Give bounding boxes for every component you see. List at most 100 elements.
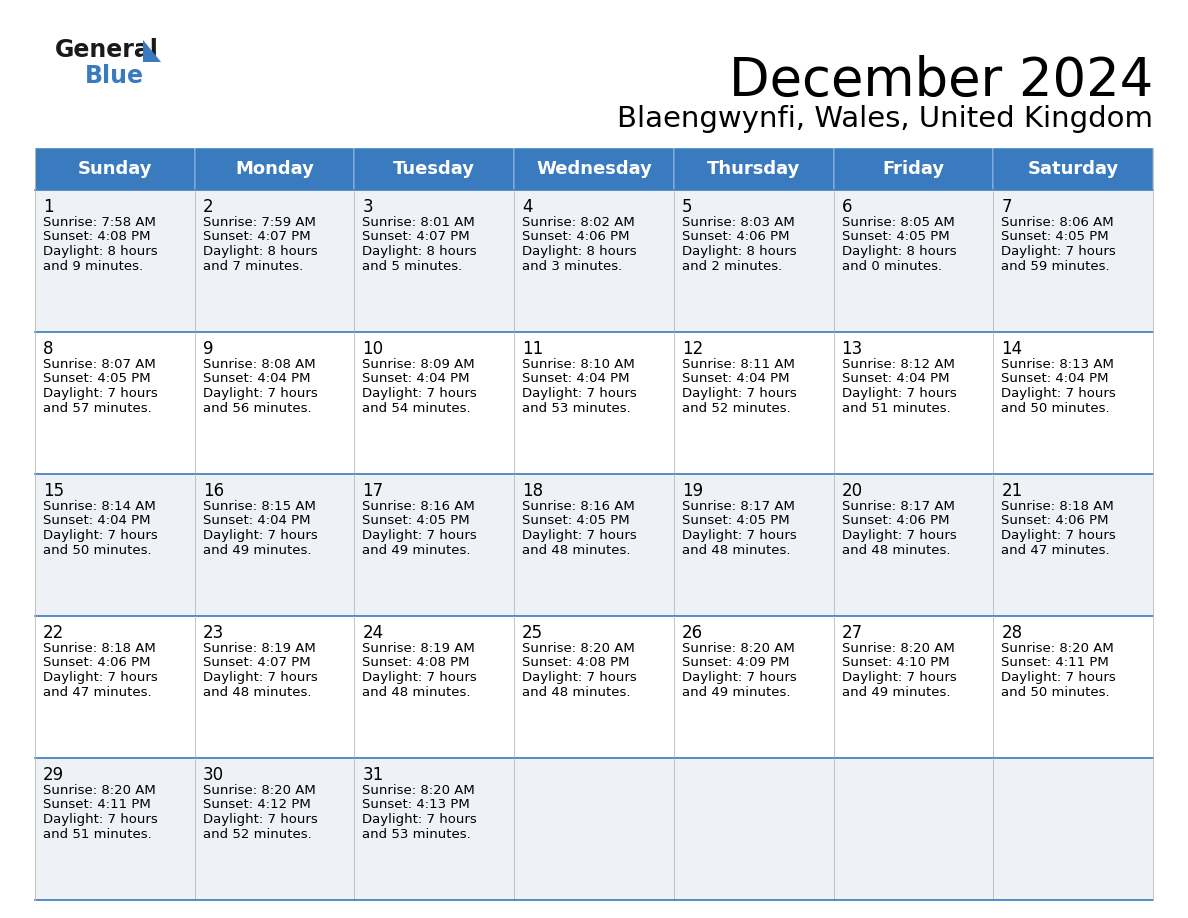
Text: Sunrise: 8:05 AM: Sunrise: 8:05 AM: [841, 216, 954, 229]
Text: 9: 9: [203, 340, 213, 358]
Text: Sunrise: 8:03 AM: Sunrise: 8:03 AM: [682, 216, 795, 229]
Text: Sunrise: 8:16 AM: Sunrise: 8:16 AM: [362, 500, 475, 513]
Text: Daylight: 7 hours: Daylight: 7 hours: [43, 813, 158, 826]
Text: and 47 minutes.: and 47 minutes.: [43, 686, 152, 699]
Polygon shape: [143, 40, 162, 62]
Text: 25: 25: [523, 624, 543, 642]
Text: 8: 8: [43, 340, 53, 358]
Text: Sunset: 4:05 PM: Sunset: 4:05 PM: [682, 514, 790, 528]
Text: and 56 minutes.: and 56 minutes.: [203, 401, 311, 415]
Text: Monday: Monday: [235, 160, 314, 178]
Text: and 48 minutes.: and 48 minutes.: [682, 543, 790, 556]
Text: Sunrise: 8:19 AM: Sunrise: 8:19 AM: [362, 642, 475, 655]
Text: Sunset: 4:13 PM: Sunset: 4:13 PM: [362, 799, 470, 812]
Text: Sunset: 4:07 PM: Sunset: 4:07 PM: [203, 230, 310, 243]
Text: and 59 minutes.: and 59 minutes.: [1001, 260, 1110, 273]
Text: Sunset: 4:05 PM: Sunset: 4:05 PM: [523, 514, 630, 528]
Bar: [34, 616, 1154, 758]
Text: Sunrise: 8:20 AM: Sunrise: 8:20 AM: [362, 784, 475, 797]
Text: and 57 minutes.: and 57 minutes.: [43, 401, 152, 415]
Text: 28: 28: [1001, 624, 1023, 642]
Text: Sunset: 4:04 PM: Sunset: 4:04 PM: [203, 373, 310, 386]
Text: Sunset: 4:06 PM: Sunset: 4:06 PM: [43, 656, 151, 669]
Text: Daylight: 7 hours: Daylight: 7 hours: [1001, 387, 1116, 400]
Text: Blaengwynfi, Wales, United Kingdom: Blaengwynfi, Wales, United Kingdom: [617, 105, 1154, 133]
Text: Sunset: 4:09 PM: Sunset: 4:09 PM: [682, 656, 789, 669]
Text: Sunset: 4:11 PM: Sunset: 4:11 PM: [43, 799, 151, 812]
Text: 13: 13: [841, 340, 862, 358]
Text: and 52 minutes.: and 52 minutes.: [203, 827, 311, 841]
Text: Sunset: 4:05 PM: Sunset: 4:05 PM: [362, 514, 470, 528]
Text: Sunrise: 8:12 AM: Sunrise: 8:12 AM: [841, 358, 954, 371]
Text: Daylight: 8 hours: Daylight: 8 hours: [43, 245, 158, 258]
Text: Sunset: 4:06 PM: Sunset: 4:06 PM: [841, 514, 949, 528]
Text: Sunset: 4:04 PM: Sunset: 4:04 PM: [362, 373, 470, 386]
Text: Sunset: 4:06 PM: Sunset: 4:06 PM: [523, 230, 630, 243]
Text: 18: 18: [523, 482, 543, 500]
Text: and 48 minutes.: and 48 minutes.: [203, 686, 311, 699]
Text: 1: 1: [43, 198, 53, 216]
Text: Sunday: Sunday: [77, 160, 152, 178]
Text: 14: 14: [1001, 340, 1023, 358]
Text: Sunset: 4:04 PM: Sunset: 4:04 PM: [841, 373, 949, 386]
Text: Daylight: 7 hours: Daylight: 7 hours: [362, 671, 478, 684]
Text: Sunset: 4:07 PM: Sunset: 4:07 PM: [203, 656, 310, 669]
Text: and 5 minutes.: and 5 minutes.: [362, 260, 462, 273]
Text: 29: 29: [43, 766, 64, 784]
Text: Daylight: 7 hours: Daylight: 7 hours: [203, 387, 317, 400]
Text: and 49 minutes.: and 49 minutes.: [682, 686, 790, 699]
Text: Sunrise: 8:09 AM: Sunrise: 8:09 AM: [362, 358, 475, 371]
Bar: [34, 474, 1154, 616]
Text: Daylight: 7 hours: Daylight: 7 hours: [362, 387, 478, 400]
Text: Daylight: 7 hours: Daylight: 7 hours: [43, 671, 158, 684]
Text: and 3 minutes.: and 3 minutes.: [523, 260, 623, 273]
Text: Sunset: 4:04 PM: Sunset: 4:04 PM: [203, 514, 310, 528]
Text: and 50 minutes.: and 50 minutes.: [43, 543, 152, 556]
Text: Daylight: 7 hours: Daylight: 7 hours: [362, 813, 478, 826]
Text: Sunset: 4:12 PM: Sunset: 4:12 PM: [203, 799, 310, 812]
Text: Sunset: 4:08 PM: Sunset: 4:08 PM: [362, 656, 470, 669]
Bar: [195, 148, 354, 190]
Text: Daylight: 8 hours: Daylight: 8 hours: [203, 245, 317, 258]
Text: Sunrise: 8:17 AM: Sunrise: 8:17 AM: [682, 500, 795, 513]
Text: Sunrise: 8:17 AM: Sunrise: 8:17 AM: [841, 500, 954, 513]
Text: Sunset: 4:06 PM: Sunset: 4:06 PM: [682, 230, 789, 243]
Text: Daylight: 7 hours: Daylight: 7 hours: [523, 387, 637, 400]
Text: 11: 11: [523, 340, 543, 358]
Text: Sunrise: 8:10 AM: Sunrise: 8:10 AM: [523, 358, 634, 371]
Bar: [674, 148, 834, 190]
Text: 17: 17: [362, 482, 384, 500]
Text: Daylight: 7 hours: Daylight: 7 hours: [523, 529, 637, 542]
Bar: [34, 148, 195, 190]
Text: 22: 22: [43, 624, 64, 642]
Text: Daylight: 7 hours: Daylight: 7 hours: [362, 529, 478, 542]
Text: 27: 27: [841, 624, 862, 642]
Bar: [34, 332, 1154, 474]
Text: Sunset: 4:06 PM: Sunset: 4:06 PM: [1001, 514, 1108, 528]
Text: Sunrise: 8:15 AM: Sunrise: 8:15 AM: [203, 500, 316, 513]
Text: Sunset: 4:04 PM: Sunset: 4:04 PM: [682, 373, 789, 386]
Text: and 9 minutes.: and 9 minutes.: [43, 260, 143, 273]
Text: and 47 minutes.: and 47 minutes.: [1001, 543, 1110, 556]
Text: Sunrise: 8:20 AM: Sunrise: 8:20 AM: [841, 642, 954, 655]
Text: Sunset: 4:10 PM: Sunset: 4:10 PM: [841, 656, 949, 669]
Text: Sunset: 4:07 PM: Sunset: 4:07 PM: [362, 230, 470, 243]
Text: December 2024: December 2024: [728, 55, 1154, 107]
Text: Sunrise: 8:11 AM: Sunrise: 8:11 AM: [682, 358, 795, 371]
Text: and 48 minutes.: and 48 minutes.: [523, 686, 631, 699]
Text: 3: 3: [362, 198, 373, 216]
Text: and 48 minutes.: and 48 minutes.: [362, 686, 470, 699]
Text: Daylight: 7 hours: Daylight: 7 hours: [841, 387, 956, 400]
Text: 16: 16: [203, 482, 223, 500]
Text: 20: 20: [841, 482, 862, 500]
Text: Sunrise: 8:08 AM: Sunrise: 8:08 AM: [203, 358, 315, 371]
Text: Sunset: 4:08 PM: Sunset: 4:08 PM: [523, 656, 630, 669]
Text: Daylight: 7 hours: Daylight: 7 hours: [682, 529, 797, 542]
Text: Daylight: 7 hours: Daylight: 7 hours: [1001, 529, 1116, 542]
Text: 31: 31: [362, 766, 384, 784]
Bar: [514, 148, 674, 190]
Text: and 51 minutes.: and 51 minutes.: [43, 827, 152, 841]
Text: Sunrise: 8:02 AM: Sunrise: 8:02 AM: [523, 216, 634, 229]
Text: Daylight: 8 hours: Daylight: 8 hours: [682, 245, 796, 258]
Text: Daylight: 7 hours: Daylight: 7 hours: [1001, 245, 1116, 258]
